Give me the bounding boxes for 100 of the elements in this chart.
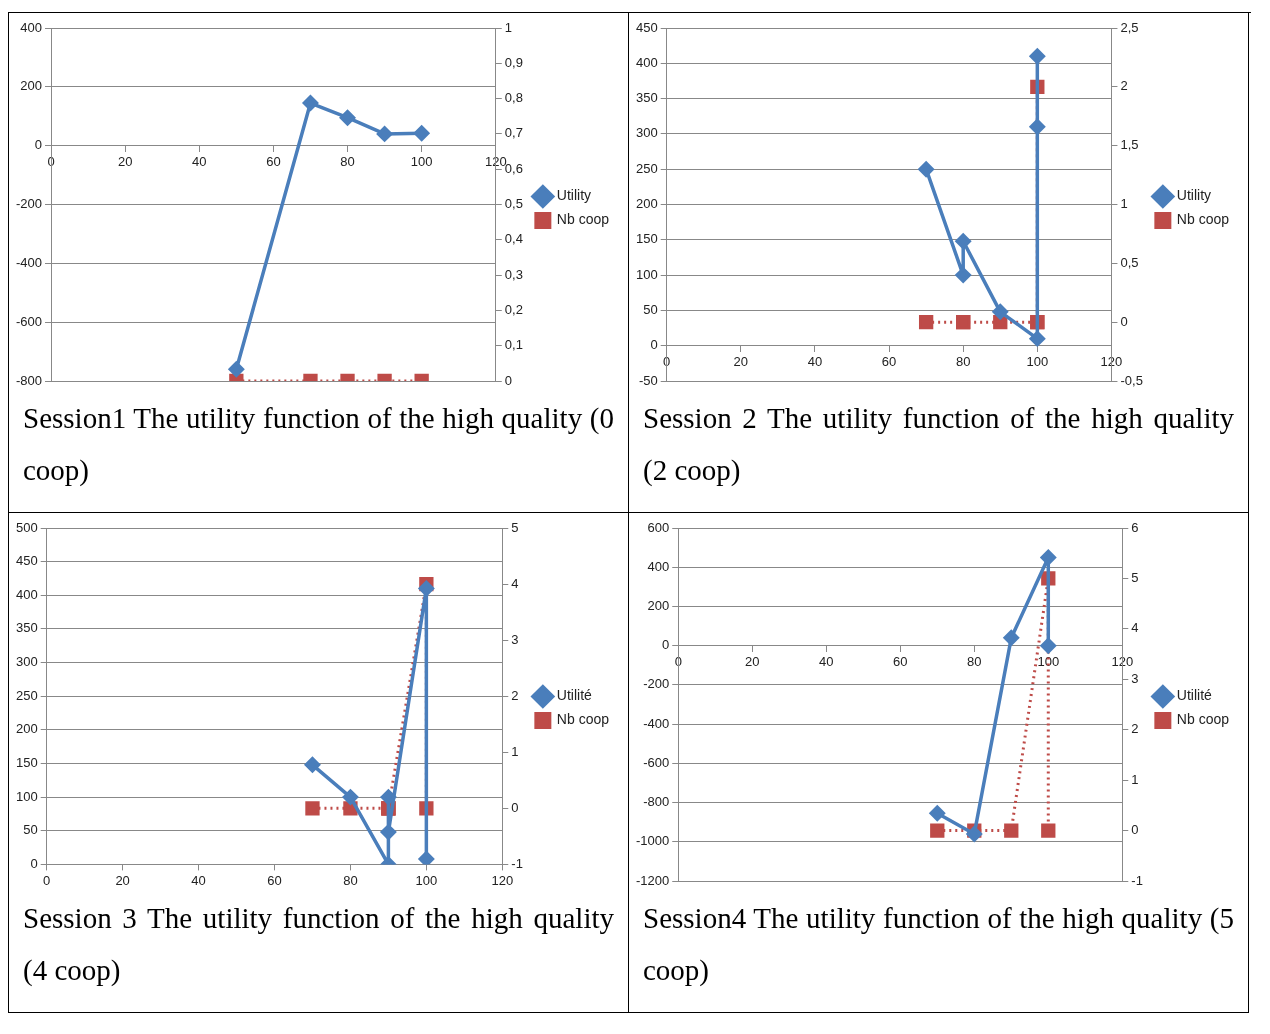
x-tick-label: 100 <box>410 154 433 170</box>
x-tick-label: 40 <box>819 654 834 670</box>
x-tick-label: 100 <box>1026 354 1049 370</box>
y2-tick-label: -0,5 <box>1120 372 1143 388</box>
y-tick-label: 250 <box>15 687 38 703</box>
y-tick-label: 50 <box>23 822 38 838</box>
y-tick-label: 250 <box>635 160 658 176</box>
x-tick-label: 40 <box>807 354 823 370</box>
text: Session 2 The utility function of the high quality (2 coop) <box>642 401 1235 488</box>
y2-tick-label: 2 <box>1131 721 1139 737</box>
y2-tick-label: 0,9 <box>504 54 523 70</box>
y2-tick-label: 0,2 <box>504 301 523 317</box>
y-tick-label: -600 <box>643 754 670 770</box>
x-tick-label: 40 <box>191 872 206 888</box>
y2-tick-label: -1 <box>511 855 523 871</box>
y2-tick-label: 0,3 <box>504 266 523 282</box>
y2-tick-label: 3 <box>1131 670 1139 686</box>
text: Session1 The utility function of the high quality (0 coop) <box>22 401 615 488</box>
y-tick-label: 150 <box>15 755 38 771</box>
y-tick-label: 100 <box>635 266 658 282</box>
x-tick-label: 20 <box>115 872 130 888</box>
x-tick-label: 20 <box>117 154 133 170</box>
legend-label: Nb coop <box>1176 711 1230 728</box>
y2-tick-label: 0,4 <box>504 231 523 247</box>
y-tick-label: -200 <box>15 196 43 212</box>
y2-tick-label: 0 <box>504 372 513 388</box>
text: Session4 The utility function of the high quality (5 coop) <box>642 901 1235 988</box>
legend-label: Nb coop <box>556 711 610 728</box>
y2-tick-label: 6 <box>1131 519 1139 535</box>
y-tick-label: 100 <box>15 788 38 804</box>
y-tick-label: -200 <box>643 676 670 692</box>
legend-label: Utility <box>1176 187 1212 204</box>
x-tick-label: 100 <box>415 872 438 888</box>
y2-tick-label: 1 <box>1131 771 1139 787</box>
x-tick-label: 40 <box>192 154 207 170</box>
x-tick-label: 60 <box>881 354 897 370</box>
y-tick-label: -1000 <box>636 833 670 849</box>
y-tick-label: 600 <box>647 519 670 535</box>
y2-tick-label: 2,5 <box>1120 19 1139 35</box>
y2-tick-label: 2 <box>1120 78 1128 94</box>
y-tick-label: 400 <box>635 54 658 70</box>
y2-tick-label: 0,8 <box>504 90 523 106</box>
y-tick-label: 350 <box>15 620 38 636</box>
y-tick-label: 450 <box>635 19 658 35</box>
y-tick-label: 400 <box>20 19 43 35</box>
legend-label: Nb coop <box>1176 211 1230 228</box>
legend-label: Utilité <box>556 687 593 704</box>
x-tick-label: 80 <box>955 354 971 370</box>
y2-tick-label: 1 <box>504 19 513 35</box>
y2-tick-label: 5 <box>511 519 519 535</box>
x-tick-label: 80 <box>340 154 355 170</box>
y-tick-label: -800 <box>15 372 43 388</box>
y2-tick-label: 3 <box>511 631 519 647</box>
y-tick-label: 50 <box>643 301 658 317</box>
legend-label: Utilité <box>1176 687 1213 704</box>
y-tick-label: -400 <box>643 715 670 731</box>
y-tick-label: 400 <box>647 558 670 574</box>
y-tick-label: 0 <box>34 137 43 153</box>
y-tick-label: 500 <box>15 519 38 535</box>
y-tick-label: -600 <box>15 313 43 329</box>
y-tick-label: 200 <box>647 598 670 614</box>
y-tick-label: -50 <box>638 372 658 388</box>
y2-tick-label: 1,5 <box>1120 137 1139 153</box>
x-tick-label: 100 <box>1037 654 1060 670</box>
y-tick-label: -800 <box>643 794 670 810</box>
y2-tick-label: 0,7 <box>504 125 523 141</box>
y2-tick-label: 2 <box>511 687 519 703</box>
y-tick-label: 0 <box>30 855 38 871</box>
y-tick-label: -400 <box>15 254 43 270</box>
y-tick-label: 200 <box>635 196 658 212</box>
y-tick-label: 200 <box>20 78 43 94</box>
x-tick-label: 120 <box>491 872 514 888</box>
y2-tick-label: 4 <box>511 575 519 591</box>
y-tick-label: 300 <box>15 654 38 670</box>
y2-tick-label: 4 <box>1131 620 1139 636</box>
y-tick-label: 300 <box>635 125 658 141</box>
y2-tick-label: 5 <box>1131 570 1139 586</box>
x-tick-label: 60 <box>266 154 281 170</box>
y-tick-label: 350 <box>635 90 658 106</box>
x-tick-label: 80 <box>343 872 358 888</box>
y-tick-label: 200 <box>15 721 38 737</box>
y2-tick-label: 0 <box>511 799 519 815</box>
y-tick-label: -1200 <box>636 872 670 888</box>
y2-tick-label: 1 <box>511 743 519 759</box>
y-tick-label: 150 <box>635 231 658 247</box>
y2-tick-label: 0,5 <box>504 196 523 212</box>
y2-tick-label: -1 <box>1131 872 1143 888</box>
legend-label: Nb coop <box>556 211 610 228</box>
y-tick-label: 400 <box>15 586 38 602</box>
y-tick-label: 450 <box>15 553 38 569</box>
x-tick-label: 20 <box>745 654 760 670</box>
y2-tick-label: 0,5 <box>1120 254 1139 270</box>
legend-label: Utility <box>556 187 592 204</box>
y2-tick-label: 0 <box>1131 822 1139 838</box>
y2-tick-label: 1 <box>1120 196 1128 212</box>
y-tick-label: 0 <box>650 337 658 353</box>
y-tick-label: 0 <box>662 637 670 653</box>
x-tick-label: 80 <box>967 654 982 670</box>
x-tick-label: 20 <box>733 354 749 370</box>
x-tick-label: 60 <box>267 872 282 888</box>
